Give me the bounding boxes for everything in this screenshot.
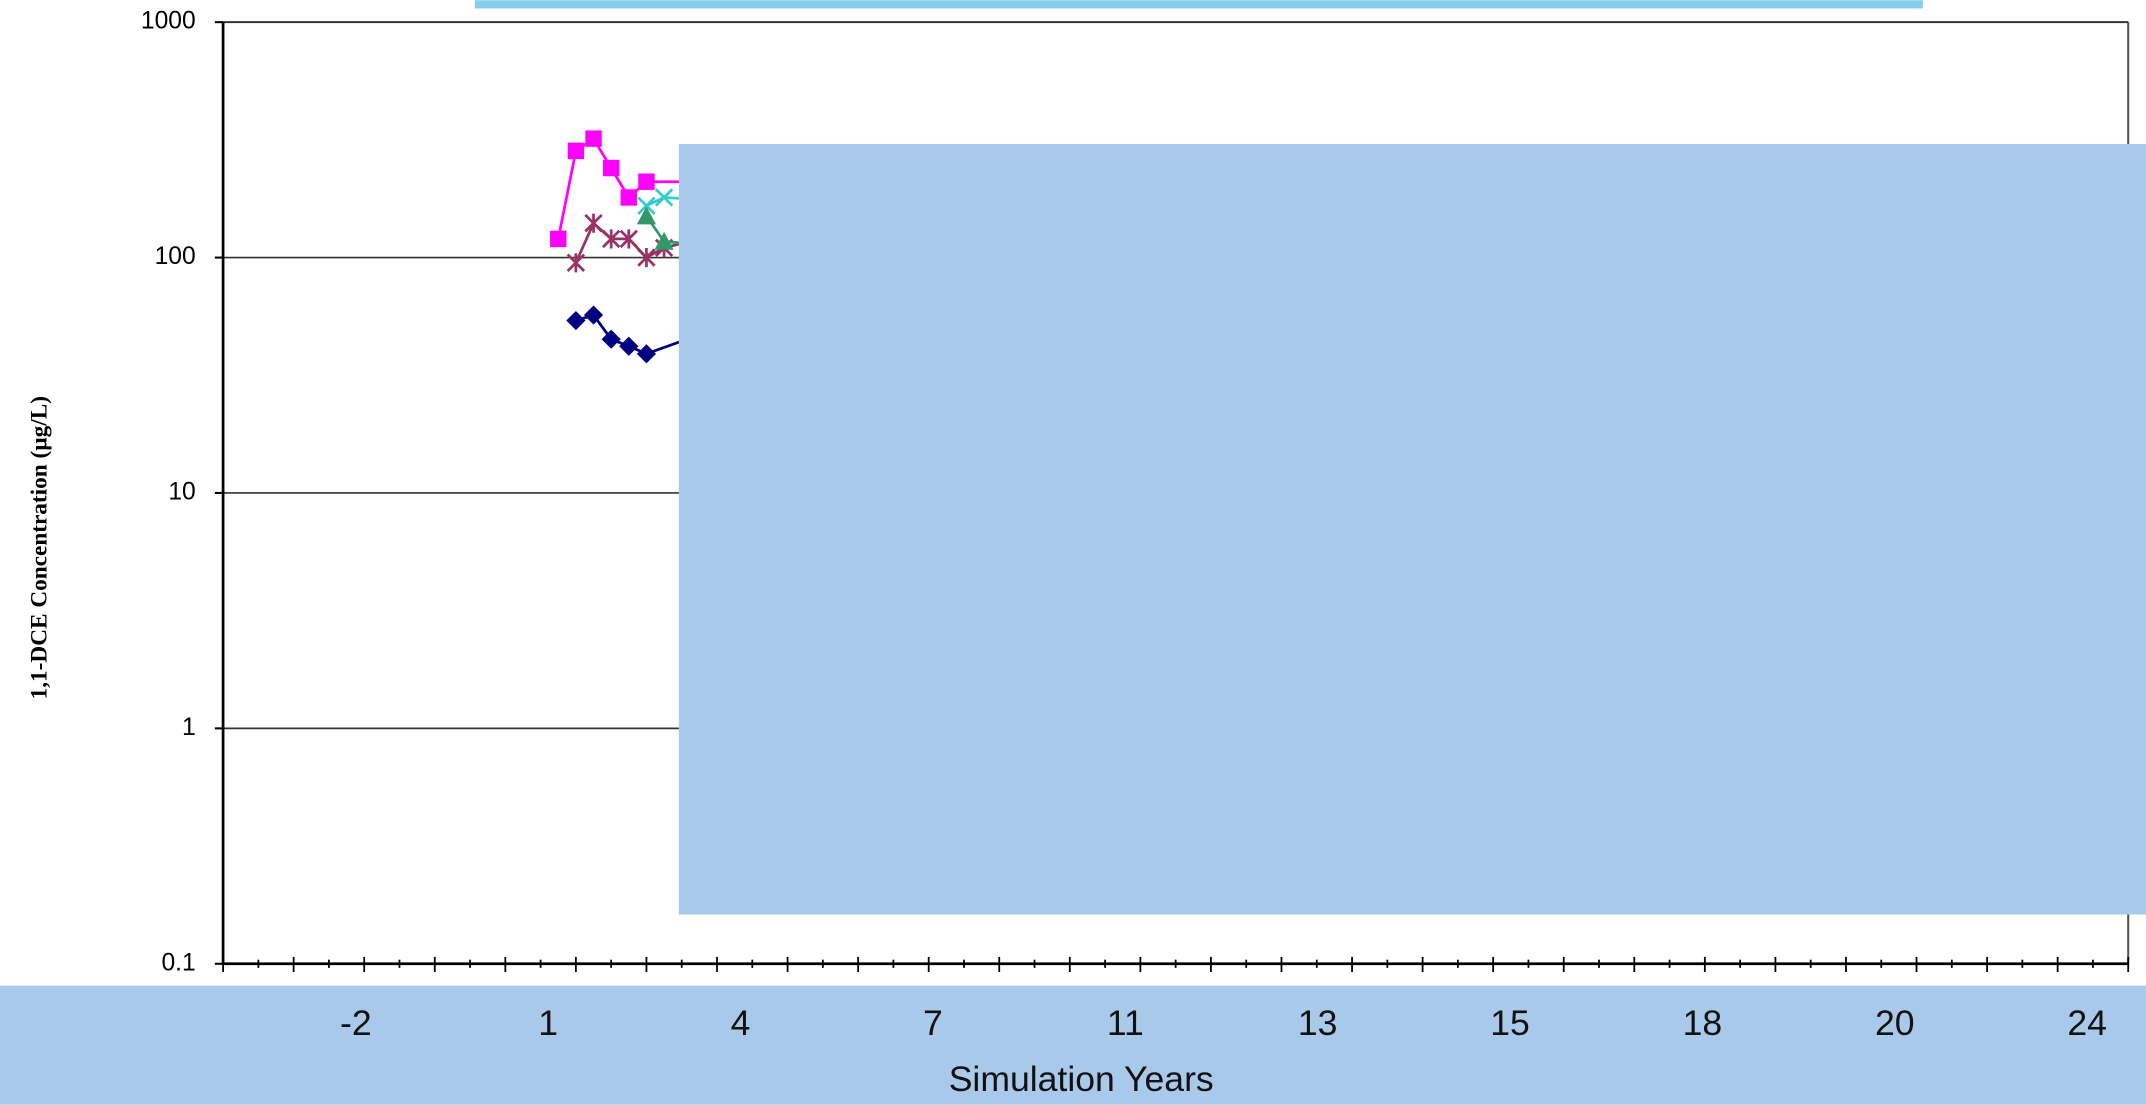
x-tick-label: 13 <box>1298 1003 1338 1043</box>
marker <box>637 196 656 215</box>
marker <box>620 189 638 206</box>
band-labels: -2 1 4 7 11 13 15 18 20 24 <box>340 1003 2107 1043</box>
x-tick-label: 20 <box>1875 1003 1915 1043</box>
marker <box>601 329 621 349</box>
y-tick-label: 10 <box>168 478 195 505</box>
marker <box>637 247 656 268</box>
x-axis-title: Simulation Years <box>949 1059 1214 1099</box>
marker <box>550 230 567 248</box>
x-tick-label: 24 <box>2067 1003 2107 1043</box>
y-axis-title: 1,1-DCE Concentration (µg/L) <box>26 396 52 699</box>
marker <box>636 344 657 364</box>
marker <box>638 173 655 190</box>
x-tick-label: 1 <box>538 1003 558 1043</box>
marker <box>601 229 621 249</box>
marker <box>584 213 603 233</box>
overlay-bar <box>474 0 1923 9</box>
marker <box>636 206 657 225</box>
marker <box>602 159 620 177</box>
x-tick-label: -2 <box>340 1003 372 1043</box>
marker <box>654 231 674 250</box>
overlay-box <box>678 143 2146 915</box>
marker <box>654 188 674 207</box>
x-tick-label: 15 <box>1490 1003 1530 1043</box>
x-tick-label: 18 <box>1683 1003 1723 1043</box>
marker <box>585 130 602 147</box>
y-tick-label: 0.1 <box>161 949 195 976</box>
marker <box>619 229 638 249</box>
y-tick-label: 1 <box>182 714 196 741</box>
x-tick-label: 4 <box>731 1003 751 1043</box>
marker <box>567 142 585 160</box>
marker <box>566 310 586 331</box>
marker <box>566 253 586 273</box>
y-tick-label: 1000 <box>141 8 196 35</box>
marker <box>583 305 604 325</box>
marker <box>619 336 639 356</box>
x-tick-label: 11 <box>1107 1003 1144 1043</box>
y-tick-label: 100 <box>155 243 196 270</box>
x-axis-band <box>0 985 2146 1105</box>
x-tick-label: 7 <box>923 1003 943 1043</box>
